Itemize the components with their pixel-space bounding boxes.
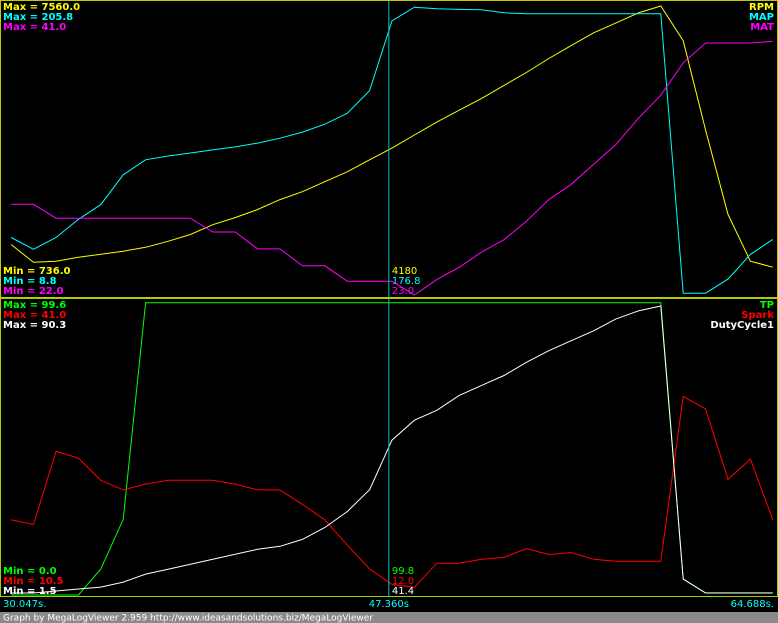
cursor-value: 99.8: [392, 566, 414, 577]
trace: [11, 302, 773, 596]
max-label: Max = 41.0: [3, 310, 66, 321]
legend-entry: MAT: [750, 22, 774, 33]
cursor-time: 47.360s: [369, 599, 409, 610]
max-label: Max = 7560.0: [3, 2, 80, 13]
cursor-value: 4180: [392, 266, 417, 277]
min-label: Min = 736.0: [3, 266, 71, 277]
min-label: Min = 1.5: [3, 586, 57, 597]
legend-entry: Spark: [741, 310, 774, 321]
trace: [10, 6, 774, 294]
cursor-value: 23.0: [392, 286, 414, 297]
trace: [10, 395, 774, 588]
max-label: Max = 90.3: [3, 320, 66, 331]
min-label: Min = 22.0: [3, 286, 64, 297]
max-label: Max = 99.6: [3, 300, 66, 311]
trace: [10, 5, 773, 268]
min-label: Min = 8.8: [3, 276, 57, 287]
min-label: Min = 0.0: [3, 566, 57, 577]
cursor-value: 176.8: [392, 276, 421, 287]
time-end: 64.688s.: [731, 599, 774, 610]
legend-entry: RPM: [749, 2, 774, 13]
trace: [11, 305, 773, 594]
footer-bar: [0, 612, 778, 623]
legend-entry: MAP: [749, 12, 774, 23]
legend-entry: TP: [760, 300, 774, 311]
time-start: 30.047s.: [3, 599, 46, 610]
cursor-value: 41.4: [392, 586, 414, 597]
max-label: Max = 41.0: [3, 22, 66, 33]
cursor-value: 12.0: [392, 576, 414, 587]
max-label: Max = 205.8: [3, 12, 73, 23]
legend-entry: DutyCycle1: [710, 320, 774, 331]
footer-text: Graph by MegaLogViewer 2.959 http://www.…: [3, 614, 373, 623]
min-label: Min = 10.5: [3, 576, 64, 587]
trace: [11, 40, 773, 296]
